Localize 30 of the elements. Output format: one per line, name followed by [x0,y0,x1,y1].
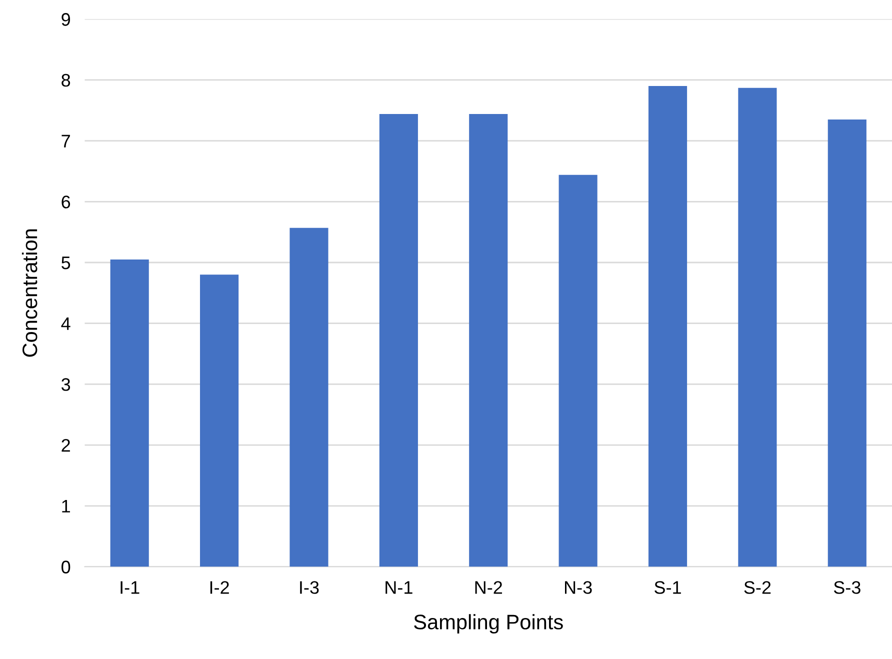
bar [648,86,688,567]
x-tick-label: S-2 [744,581,771,594]
y-tick-label: 9 [62,13,70,26]
y-tick-label: 8 [62,74,70,87]
x-tick-label: S-3 [834,581,860,594]
x-tick-label: N-1 [386,581,412,594]
y-axis-title: Concentration [22,229,38,357]
y-tick-label: 3 [62,378,70,391]
x-tick-label: I-2 [210,581,229,594]
y-tick-label: 4 [61,317,70,330]
bar [200,274,239,567]
x-axis-title: Sampling Points [414,614,563,634]
bar [828,120,866,567]
bar [558,174,598,567]
y-tick-label: 2 [62,438,70,452]
y-tick-label: 6 [62,196,70,208]
x-tick-label: I-1 [120,581,140,594]
y-tick-label: 7 [62,134,70,148]
bar [110,259,149,567]
x-tick-label: N-2 [475,581,502,594]
x-tick-label: N-3 [565,581,592,594]
bar [469,114,508,567]
bar [738,88,777,567]
y-tick-label: 5 [62,256,70,270]
x-tick-label: S-1 [654,581,681,594]
y-tick-label: 0 [62,560,70,574]
bar [290,228,328,567]
x-tick-label: I-3 [300,581,319,594]
y-tick-label: 1 [62,500,70,512]
bar [379,114,418,567]
